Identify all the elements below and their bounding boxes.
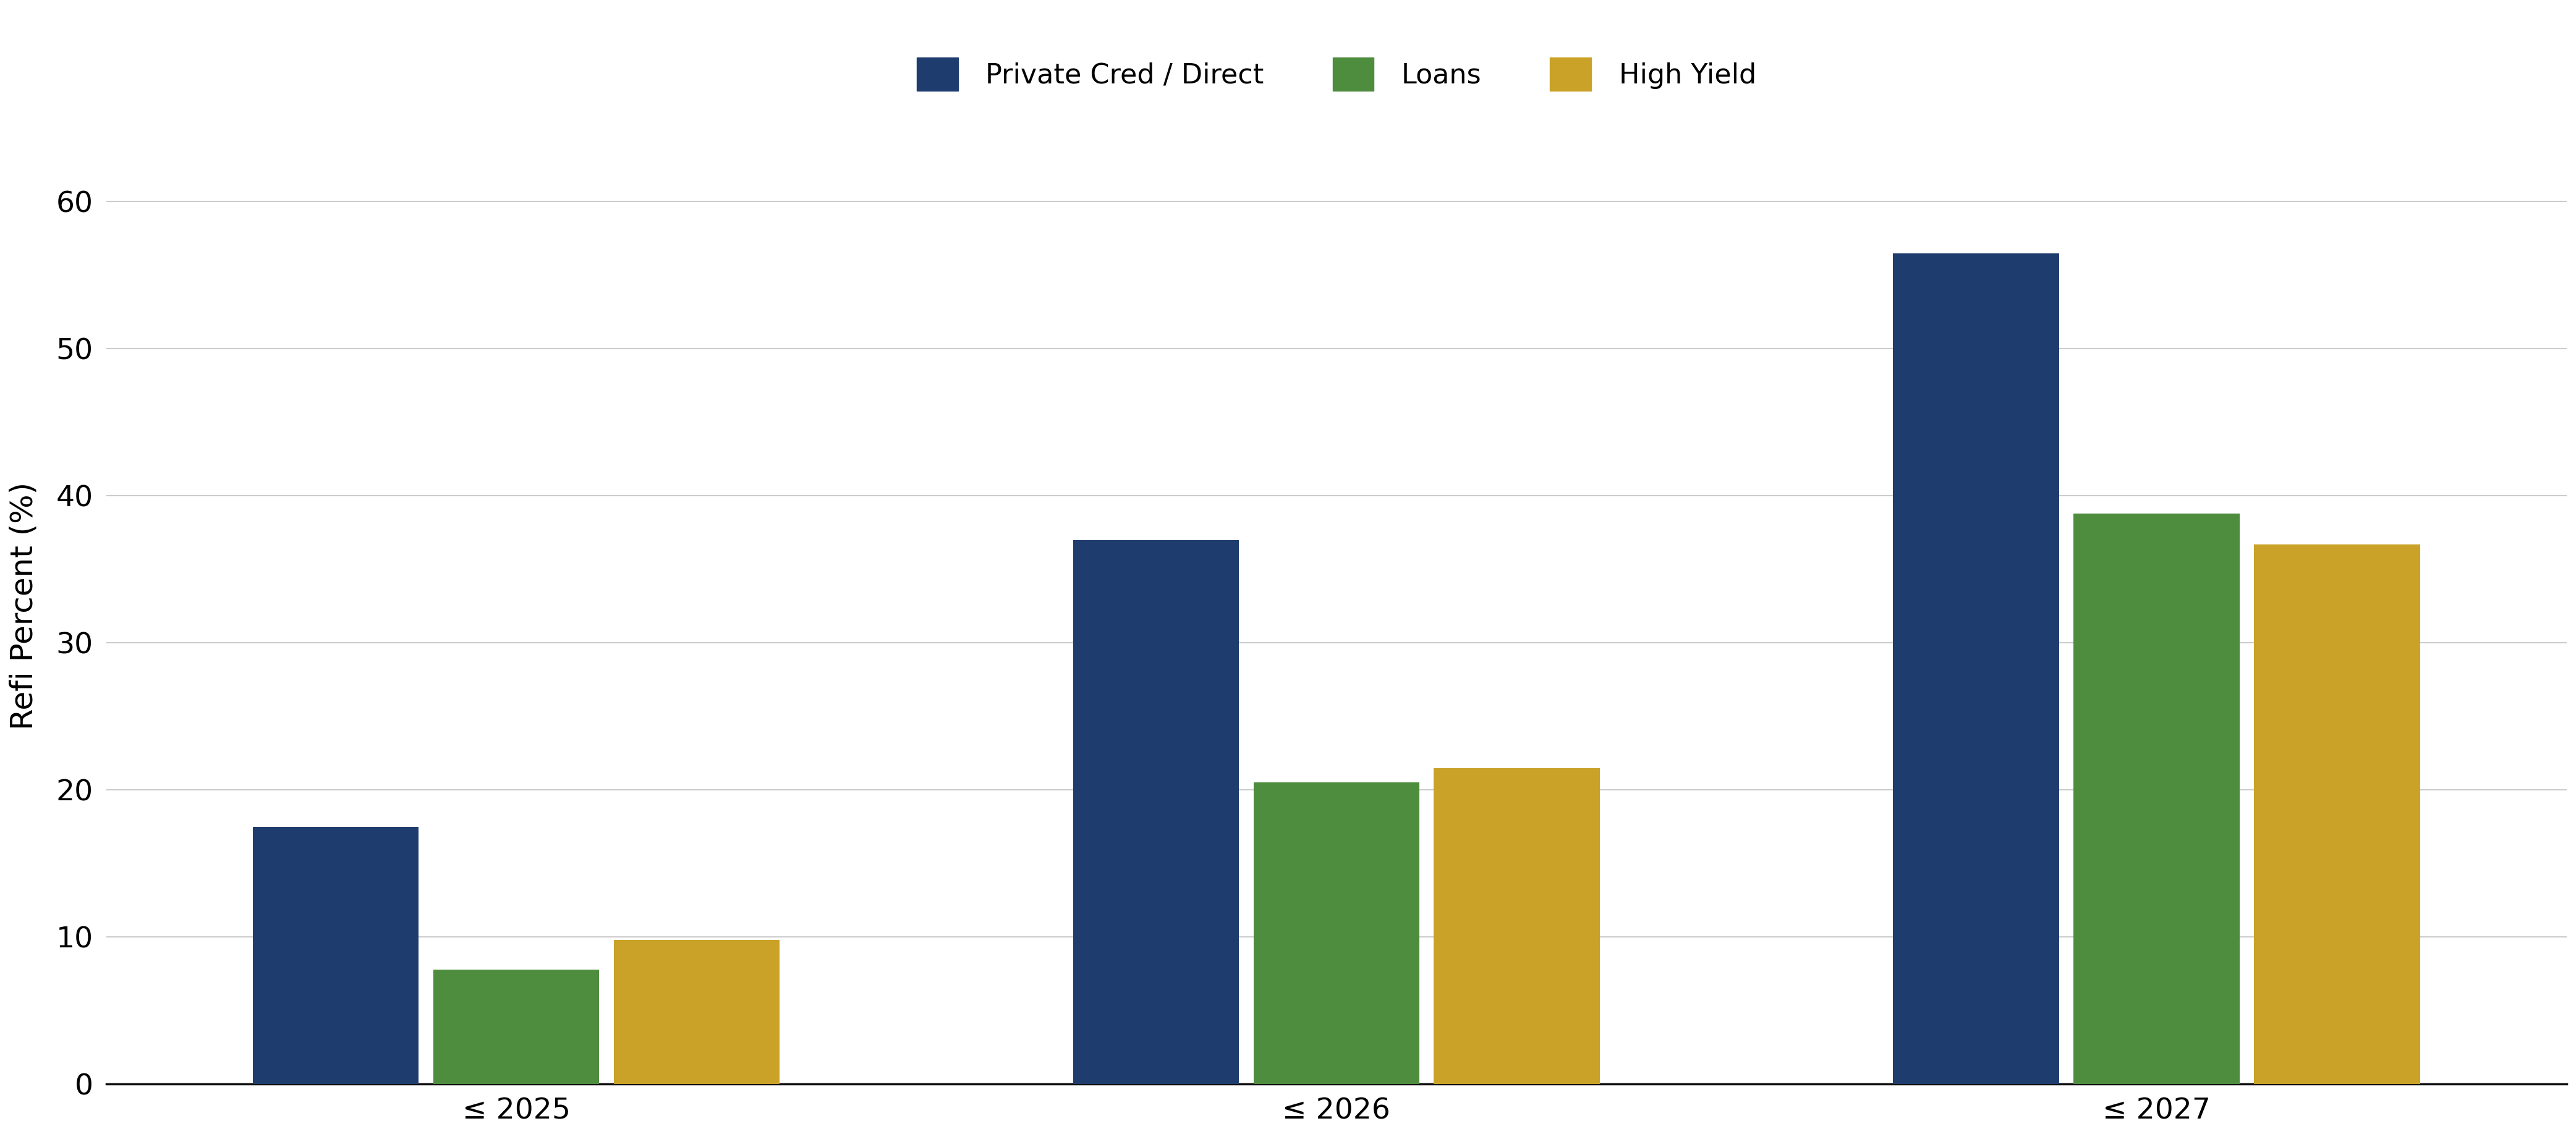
Bar bbox=[252, 827, 420, 1084]
Bar bbox=[2074, 514, 2239, 1084]
Bar bbox=[1893, 253, 2058, 1084]
Bar bbox=[613, 940, 781, 1084]
Bar bbox=[1435, 768, 1600, 1084]
Bar bbox=[2254, 544, 2419, 1084]
Y-axis label: Refi Percent (%): Refi Percent (%) bbox=[10, 482, 39, 730]
Bar bbox=[1255, 782, 1419, 1084]
Bar bbox=[433, 970, 600, 1084]
Bar bbox=[1074, 540, 1239, 1084]
Legend: Private Cred / Direct, Loans, High Yield: Private Cred / Direct, Loans, High Yield bbox=[907, 46, 1767, 102]
